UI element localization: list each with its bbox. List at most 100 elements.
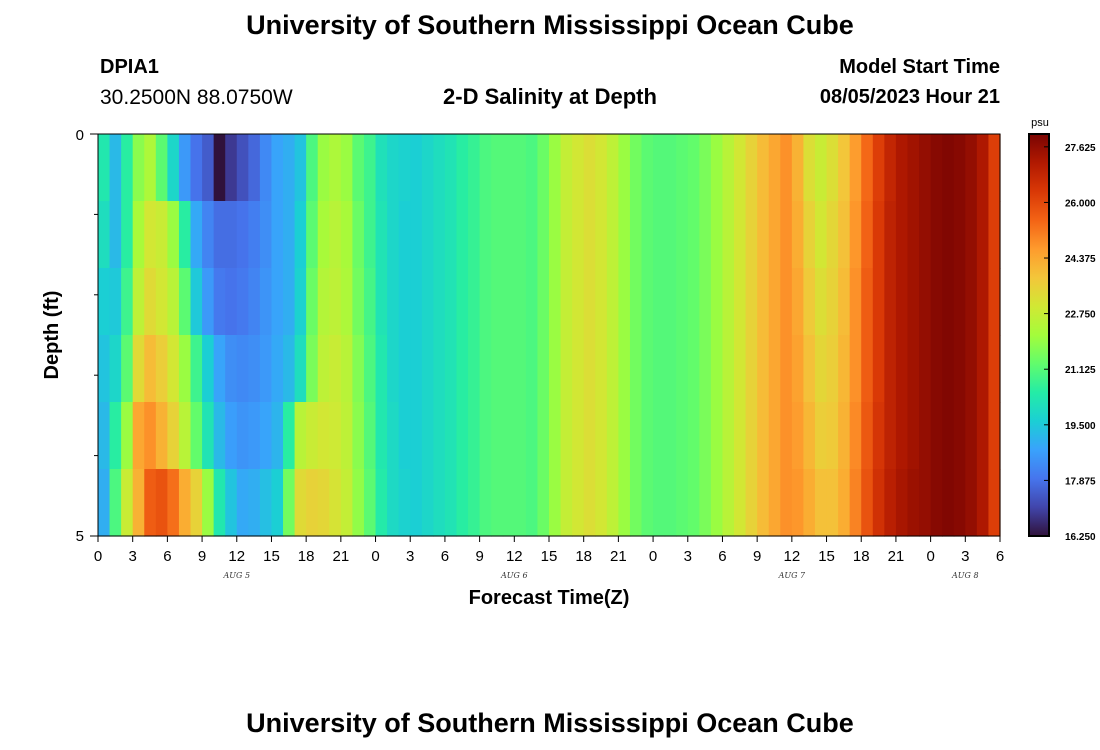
model-start-label: Model Start Time [839, 56, 1000, 78]
heatmap-cell [271, 335, 284, 403]
heatmap-cell [121, 335, 134, 403]
heatmap-cell [479, 201, 492, 269]
heatmap-cell [919, 335, 932, 403]
heatmap-cell [942, 134, 955, 202]
heatmap-cell [722, 402, 735, 470]
heatmap-cell [641, 201, 654, 269]
heatmap-cell [676, 268, 689, 336]
heatmap-cell [271, 268, 284, 336]
heatmap-cell [329, 268, 342, 336]
heatmap-cell [479, 469, 492, 537]
heatmap-cell [421, 134, 434, 202]
heatmap-cell [283, 201, 296, 269]
heatmap-cell [803, 469, 816, 537]
heatmap-cell [167, 469, 180, 537]
heatmap-cell [861, 134, 874, 202]
heatmap-cell [734, 402, 747, 470]
heatmap-cell [953, 402, 966, 470]
heatmap-cell [722, 201, 735, 269]
heatmap-cell [676, 201, 689, 269]
heatmap-cell [780, 268, 793, 336]
heatmap-cell [317, 335, 330, 403]
heatmap-cell [375, 335, 388, 403]
heatmap-cell [271, 402, 284, 470]
heatmap-cell [456, 402, 469, 470]
heatmap-cell [803, 335, 816, 403]
heatmap-cell [444, 469, 458, 537]
heatmap-cell [687, 268, 700, 336]
heatmap-cell [710, 335, 724, 403]
heatmap-cell [202, 402, 215, 470]
heatmap-cell [861, 402, 874, 470]
x-tick-label: 21 [333, 548, 350, 565]
heatmap-cell [502, 402, 515, 470]
heatmap-cell [387, 335, 400, 403]
heatmap-cell [421, 335, 434, 403]
heatmap-cell [537, 335, 550, 403]
heatmap-cell [537, 201, 550, 269]
heatmap-cell [629, 335, 643, 403]
heatmap-cell [583, 335, 596, 403]
heatmap-cell [549, 201, 562, 269]
heatmap-cell [98, 469, 111, 537]
heatmap-cell [468, 335, 481, 403]
heatmap-cell [421, 201, 434, 269]
heatmap-cell [768, 402, 781, 470]
heatmap-cell [213, 268, 226, 336]
heatmap-cell [248, 335, 261, 403]
heatmap-cell [98, 134, 111, 202]
heatmap-cell [398, 134, 411, 202]
heatmap-cell [722, 134, 735, 202]
heatmap-cell [814, 469, 828, 537]
heatmap-cell [259, 201, 273, 269]
heatmap-cell [687, 402, 700, 470]
x-tick-label: 15 [263, 548, 280, 565]
heatmap-cell [791, 402, 805, 470]
heatmap-cell [641, 402, 654, 470]
x-axis-title: Forecast Time(Z) [469, 587, 630, 609]
heatmap-cell [895, 335, 909, 403]
heatmap-cell [375, 268, 388, 336]
heatmap-cell [618, 268, 631, 336]
heatmap-cell [942, 201, 955, 269]
heatmap-cell [768, 469, 781, 537]
heatmap-cell [144, 469, 157, 537]
heatmap-cell [872, 402, 885, 470]
heatmap-cell [502, 469, 515, 537]
heatmap-cell [549, 268, 562, 336]
x-tick-label: 15 [541, 548, 558, 565]
heatmap-cell [699, 335, 712, 403]
heatmap-cell [942, 469, 955, 537]
x-tick-label: 3 [406, 548, 414, 565]
heatmap-cell [306, 402, 319, 470]
heatmap-cell [907, 335, 920, 403]
heatmap-cell [618, 201, 631, 269]
colorbar-label: 16.250 [1065, 532, 1096, 543]
heatmap-cell [664, 134, 677, 202]
heatmap-cell [699, 402, 712, 470]
heatmap-cell [687, 335, 700, 403]
heatmap-cell [629, 469, 643, 537]
heatmap-cell [225, 201, 238, 269]
heatmap-cell [155, 469, 168, 537]
heatmap-cell [479, 335, 492, 403]
heatmap-cell [537, 469, 550, 537]
heatmap-cell [456, 201, 469, 269]
heatmap-cell [456, 134, 469, 202]
heatmap-cell [965, 402, 978, 470]
heatmap-cell [549, 335, 562, 403]
heatmap-cell [618, 402, 631, 470]
heatmap-cell [248, 402, 261, 470]
heatmap-cell [664, 402, 677, 470]
heatmap-cell [109, 268, 122, 336]
heatmap-cell [155, 268, 168, 336]
heatmap-cell [433, 268, 446, 336]
heatmap-cell [410, 335, 423, 403]
heatmap-cell [872, 201, 885, 269]
heatmap-cell [340, 402, 354, 470]
heatmap-cell [352, 268, 365, 336]
heatmap-cell [248, 268, 261, 336]
heatmap-cell [560, 469, 573, 537]
heatmap-cell [653, 134, 666, 202]
heatmap-cell [687, 201, 700, 269]
